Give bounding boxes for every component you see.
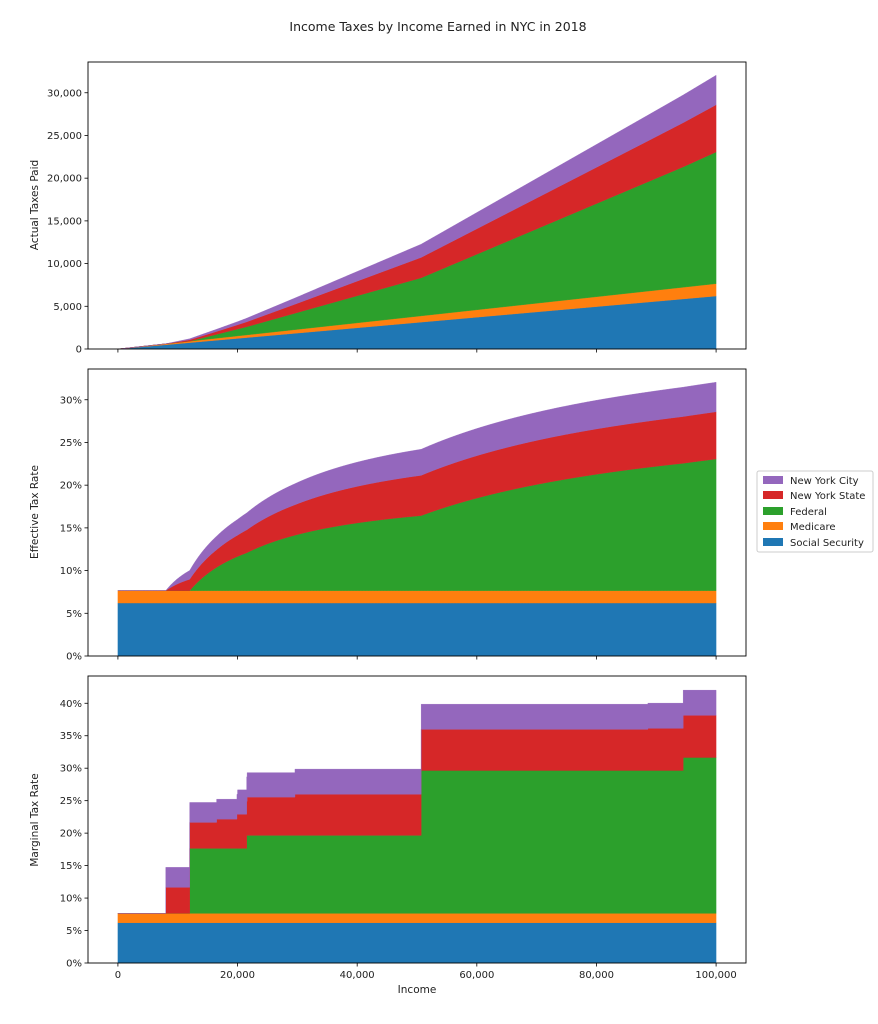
actual-ytick-label: 20,000 bbox=[47, 174, 82, 185]
marginal-ytick-label: 0% bbox=[66, 959, 82, 970]
effective-axes-frame bbox=[87, 368, 747, 657]
marginal-ytick-label: 10% bbox=[60, 894, 82, 905]
effective-ytick-label: 5% bbox=[66, 609, 82, 620]
xtick-label: 0 bbox=[115, 970, 121, 981]
marginal-axes-frame bbox=[87, 675, 747, 964]
marginal-ytick-label: 15% bbox=[60, 861, 82, 872]
xtick-label: 40,000 bbox=[340, 970, 375, 981]
y-axis-label-effective: Effective Tax Rate bbox=[29, 465, 41, 559]
effective-ytick-label: 15% bbox=[60, 523, 82, 534]
y-axis-label-marginal: Marginal Tax Rate bbox=[29, 773, 41, 866]
effective-area-new-york-city bbox=[117, 382, 717, 591]
actual-ytick-label: 0 bbox=[76, 345, 82, 356]
effective-ytick-label: 30% bbox=[60, 395, 82, 406]
xtick-label: 80,000 bbox=[579, 970, 614, 981]
legend-label-medicare: Medicare bbox=[790, 522, 836, 533]
effective-ytick-label: 20% bbox=[60, 481, 82, 492]
effective-ytick-label: 25% bbox=[60, 438, 82, 449]
marginal-ytick-label: 30% bbox=[60, 764, 82, 775]
chart-title: Income Taxes by Income Earned in NYC in … bbox=[289, 19, 586, 34]
marginal-ytick-label: 35% bbox=[60, 731, 82, 742]
legend-label-social-security: Social Security bbox=[790, 538, 864, 549]
effective-ytick-label: 10% bbox=[60, 566, 82, 577]
legend-swatch-nys bbox=[763, 491, 783, 499]
legend-swatch-federal bbox=[763, 507, 783, 515]
effective-area-social-security bbox=[117, 602, 717, 657]
xtick-label: 20,000 bbox=[220, 970, 255, 981]
y-axis-label-actual: Actual Taxes Paid bbox=[29, 160, 41, 250]
effective-ytick-label: 0% bbox=[66, 652, 82, 663]
legend-swatch-medicare bbox=[763, 522, 783, 530]
actual-ytick-label: 5,000 bbox=[53, 302, 82, 313]
actual-ytick-label: 10,000 bbox=[47, 259, 82, 270]
actual-area-new-york-city bbox=[117, 74, 717, 350]
xtick-label: 60,000 bbox=[459, 970, 494, 981]
marginal-area-new-york-city bbox=[117, 689, 717, 914]
legend-swatch-nyc bbox=[763, 476, 783, 484]
marginal-area-social-security bbox=[117, 922, 717, 964]
actual-axes-frame bbox=[87, 61, 747, 350]
actual-ytick-label: 25,000 bbox=[47, 131, 82, 142]
marginal-area-medicare bbox=[117, 913, 717, 923]
actual-ytick-label: 30,000 bbox=[47, 88, 82, 99]
legend-frame bbox=[756, 470, 874, 553]
legend: New York City New York State Federal Med… bbox=[756, 470, 874, 553]
marginal-ytick-label: 40% bbox=[60, 699, 82, 710]
marginal-ytick-label: 25% bbox=[60, 796, 82, 807]
effective-area-medicare bbox=[117, 590, 717, 604]
legend-label-nys: New York State bbox=[790, 491, 865, 502]
legend-label-federal: Federal bbox=[790, 507, 827, 518]
x-axis-label: Income bbox=[398, 984, 437, 996]
marginal-ytick-label: 5% bbox=[66, 926, 82, 937]
legend-label-nyc: New York City bbox=[790, 476, 859, 487]
legend-swatch-social-security bbox=[763, 538, 783, 546]
xtick-label: 100,000 bbox=[695, 970, 736, 981]
marginal-ytick-label: 20% bbox=[60, 829, 82, 840]
actual-ytick-label: 15,000 bbox=[47, 216, 82, 227]
